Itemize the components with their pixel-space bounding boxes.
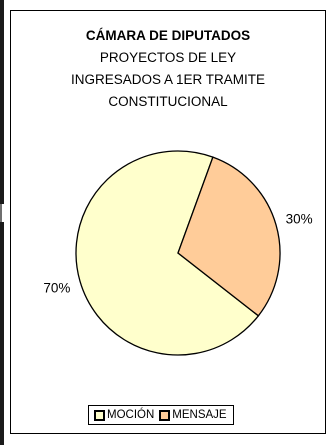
legend-item-mensaje[interactable]: MENSAJE xyxy=(159,409,227,421)
chart-title: CÁMARA DE DIPUTADOS xyxy=(85,28,251,43)
legend-label-mocion: MOCIÓN xyxy=(107,409,155,421)
legend-swatch-mensaje xyxy=(159,409,171,421)
data-label-mensaje: 30% xyxy=(286,211,313,226)
left-edge-strip-bottom xyxy=(0,222,4,445)
legend-item-mocion[interactable]: MOCIÓN xyxy=(94,409,154,421)
legend-swatch-mocion xyxy=(94,409,105,421)
data-label-mocion: 70% xyxy=(43,281,70,296)
left-edge-strip-top xyxy=(0,0,4,204)
legend[interactable]: MOCIÓN MENSAJE xyxy=(88,405,234,425)
chart-subtitle-line-3: CONSTITUCIONAL xyxy=(108,94,228,109)
pie-slice-mocion[interactable] xyxy=(75,150,260,356)
pie-slice-mensaje[interactable] xyxy=(177,156,281,317)
legend-label-mensaje: MENSAJE xyxy=(172,409,227,421)
chart-subtitle-line-1: PROYECTOS DE LEY xyxy=(99,50,237,65)
left-edge-strip-gap xyxy=(0,204,2,222)
chart-subtitle-line-2: INGRESADOS A 1ER TRAMITE xyxy=(70,72,266,87)
